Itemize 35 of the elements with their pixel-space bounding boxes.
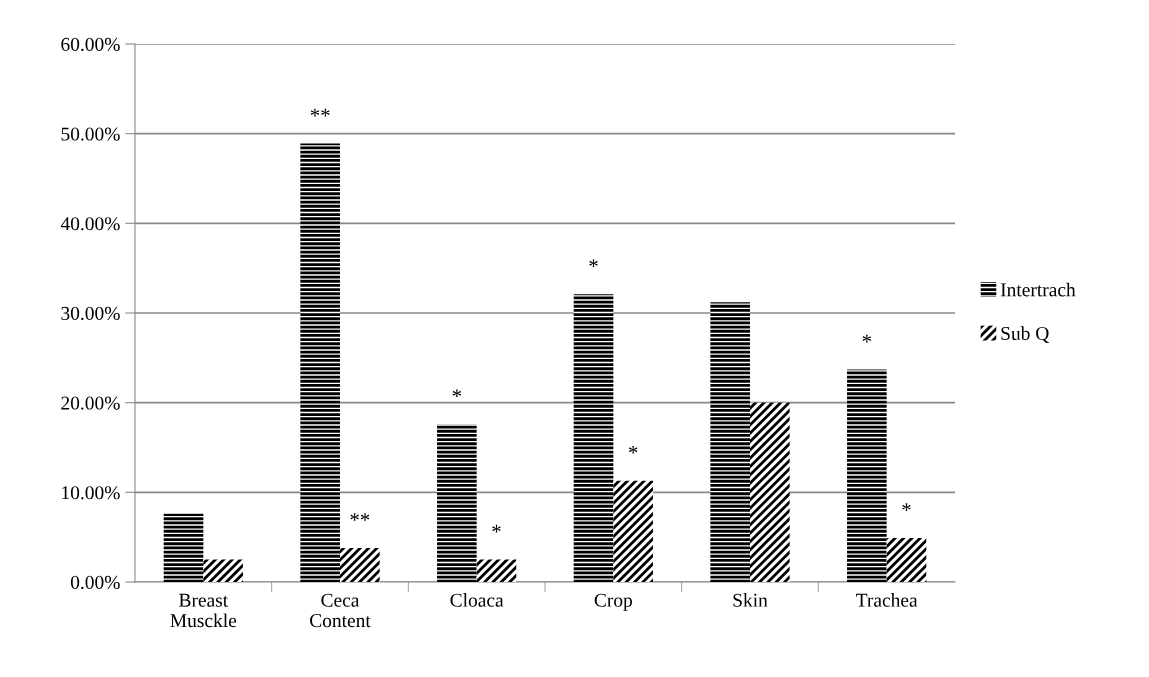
y-tick-label: 0.00% <box>70 575 120 590</box>
y-tick-label: 40.00% <box>60 217 120 231</box>
data-label: * <box>902 503 911 511</box>
x-tick-label: Skin <box>733 593 768 607</box>
bar <box>300 143 340 582</box>
x-tick-label: Trachea <box>856 593 918 607</box>
y-tick-label: 30.00% <box>61 306 120 321</box>
y-tick-label: 20.00% <box>61 396 120 410</box>
bar <box>750 402 790 582</box>
data-label: ** <box>350 513 370 521</box>
bar <box>710 302 750 582</box>
bar <box>163 513 204 582</box>
y-tick-label: 50.00% <box>61 127 120 141</box>
data-label: * <box>589 259 598 268</box>
data-label: * <box>452 389 462 398</box>
x-tick-label: Cloaca <box>450 593 504 607</box>
bar <box>573 294 614 582</box>
data-label: * <box>862 334 872 343</box>
bar <box>847 369 887 582</box>
x-tick-label: Ceca Content <box>310 593 371 628</box>
x-tick-label: Crop <box>594 593 633 611</box>
bar <box>613 480 653 582</box>
data-label: * <box>628 445 638 454</box>
legend-label: Intertrach <box>1000 282 1076 297</box>
bar <box>437 424 477 582</box>
bar <box>476 559 517 582</box>
bar <box>203 559 243 582</box>
bar <box>340 547 380 582</box>
data-label: ** <box>310 108 330 117</box>
x-tick-label: Breast Musckle <box>170 593 237 628</box>
y-tick-label: 60.00% <box>61 37 120 52</box>
legend-label: Sub Q <box>1001 326 1049 343</box>
bar <box>886 538 927 582</box>
data-label: * <box>492 524 501 533</box>
y-tick-label: 10.00% <box>62 486 120 500</box>
